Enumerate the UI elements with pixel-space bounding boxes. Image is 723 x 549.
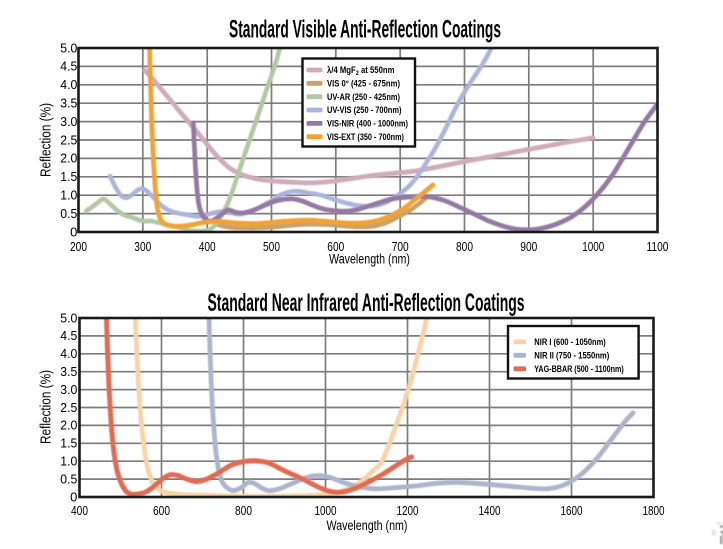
svg-text:5.0: 5.0 (60, 40, 77, 55)
svg-text:1800: 1800 (643, 503, 665, 518)
svg-text:1000: 1000 (315, 503, 337, 518)
svg-text:VIS-EXT (350 - 700nm): VIS-EXT (350 - 700nm) (327, 132, 404, 142)
svg-text:1.5: 1.5 (60, 169, 77, 184)
svg-text:2.0: 2.0 (60, 151, 77, 166)
svg-text:Reflection (%): Reflection (%) (38, 370, 55, 444)
svg-text:Standard Near Infrared Anti-Re: Standard Near Infrared Anti-Reflection C… (208, 289, 525, 317)
svg-text:0.5: 0.5 (60, 471, 77, 486)
svg-text:800: 800 (456, 239, 473, 254)
svg-text:1.5: 1.5 (60, 436, 77, 451)
svg-text:1.0: 1.0 (60, 454, 77, 469)
svg-text:500: 500 (263, 239, 280, 254)
svg-text:Wavelength (nm): Wavelength (nm) (329, 251, 410, 266)
svg-text:1000: 1000 (582, 239, 604, 254)
svg-text:2.5: 2.5 (60, 400, 77, 415)
svg-text:1600: 1600 (561, 503, 583, 518)
svg-text:NIR II (750 - 1550nm): NIR II (750 - 1550nm) (534, 351, 609, 361)
svg-text:1400: 1400 (479, 503, 501, 518)
svg-text:Reflection (%): Reflection (%) (38, 103, 55, 177)
svg-text:400: 400 (199, 239, 216, 254)
svg-text:4.5: 4.5 (60, 59, 77, 74)
svg-text:1200: 1200 (397, 503, 419, 518)
svg-text:VIS 0° (425 - 675nm): VIS 0° (425 - 675nm) (327, 79, 400, 89)
svg-text:800: 800 (235, 503, 252, 518)
svg-text:4.0: 4.0 (60, 77, 77, 92)
svg-text:UV-VIS (250 - 700nm): UV-VIS (250 - 700nm) (327, 105, 402, 115)
svg-text:1.0: 1.0 (60, 188, 77, 203)
svg-text:600: 600 (153, 503, 170, 518)
svg-text:300: 300 (134, 239, 151, 254)
svg-text:YAG-BBAR (500 - 1100nm): YAG-BBAR (500 - 1100nm) (534, 364, 624, 374)
svg-text:3.0: 3.0 (60, 114, 77, 129)
svg-text:700: 700 (392, 239, 409, 254)
svg-text:VIS-NIR (400 - 1000nm): VIS-NIR (400 - 1000nm) (327, 119, 408, 129)
svg-text:200: 200 (70, 239, 87, 254)
svg-text:0: 0 (70, 489, 77, 504)
svg-text:Standard Visible Anti-Reflecti: Standard Visible Anti-Reflection Coating… (229, 16, 501, 44)
svg-text:3.5: 3.5 (60, 364, 77, 379)
svg-text:1100: 1100 (647, 239, 669, 254)
svg-text:4.5: 4.5 (60, 328, 77, 343)
svg-text:Wavelength (nm): Wavelength (nm) (327, 518, 408, 533)
svg-text:0.5: 0.5 (60, 206, 77, 221)
svg-text:λ/4 MgF2 at 550nm: λ/4 MgF2 at 550nm (327, 65, 395, 77)
svg-text:4.0: 4.0 (60, 346, 77, 361)
svg-text:400: 400 (71, 503, 88, 518)
svg-text:UV-AR (250 - 425nm): UV-AR (250 - 425nm) (327, 92, 400, 102)
svg-text:600: 600 (327, 239, 344, 254)
svg-text:0: 0 (70, 224, 77, 239)
svg-text:2.0: 2.0 (60, 418, 77, 433)
svg-text:5.0: 5.0 (60, 310, 77, 325)
svg-text:2.5: 2.5 (60, 132, 77, 147)
svg-text:900: 900 (520, 239, 537, 254)
svg-text:3.5: 3.5 (60, 96, 77, 111)
svg-text:3.0: 3.0 (60, 382, 77, 397)
svg-text:NIR I (600 - 1050nm): NIR I (600 - 1050nm) (534, 337, 606, 347)
